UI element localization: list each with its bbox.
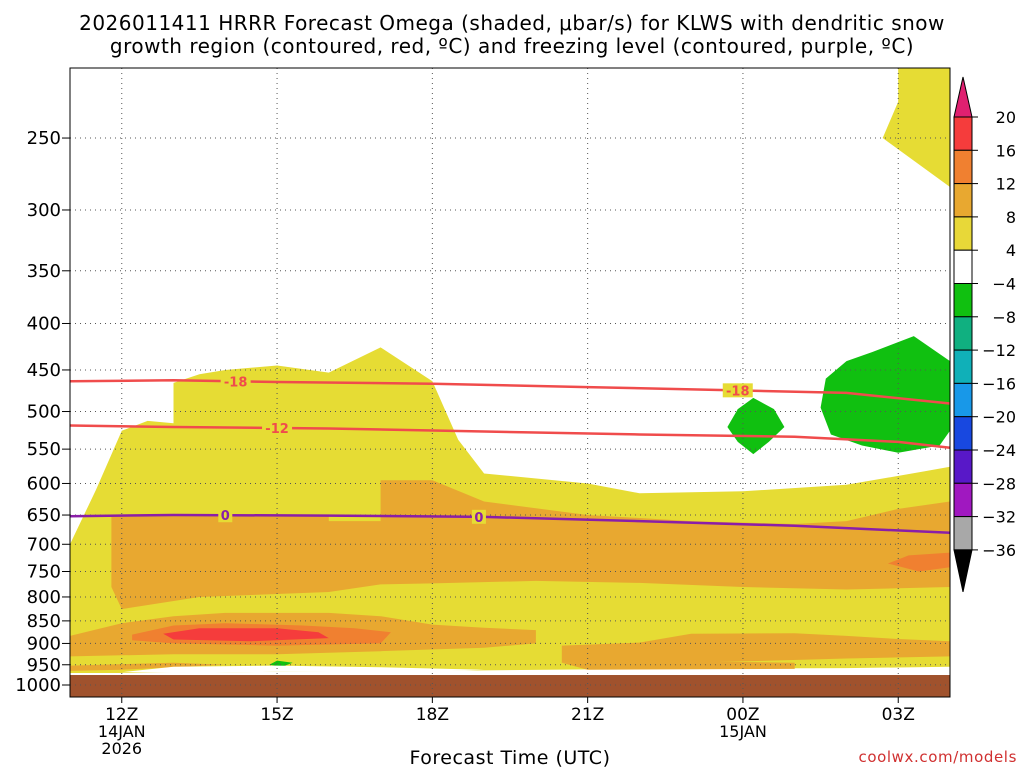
omega-shading	[70, 68, 950, 697]
y-tick-label: 250	[27, 128, 61, 149]
colorbar-swatch	[953, 349, 973, 384]
colorbar-swatch	[953, 116, 973, 151]
ground-band	[70, 675, 950, 697]
dendritic-temperature-contour	[69, 424, 951, 449]
y-axis: 2503003504004505005506006507007508008509…	[15, 128, 70, 696]
colorbar-swatch	[953, 516, 973, 551]
omega-region	[561, 633, 950, 664]
y-tick-label: 500	[27, 402, 61, 423]
y-tick-label: 550	[27, 439, 61, 460]
omega-region	[882, 68, 950, 187]
y-tick-label: 950	[27, 655, 61, 676]
chart-title-line1: 2026011411 HRRR Forecast Omega (shaded, …	[79, 11, 945, 35]
y-tick-label: 300	[27, 200, 61, 221]
y-tick-label: 650	[27, 505, 61, 526]
colorbar-label: 4	[1006, 241, 1016, 260]
colorbar-label: −24	[982, 441, 1016, 460]
colorbar-top-arrow	[953, 76, 973, 118]
colorbar-label: 16	[996, 141, 1016, 160]
colorbar-label: −4	[992, 275, 1016, 294]
x-axis-label: Forecast Time (UTC)	[410, 747, 611, 768]
y-tick-label: 850	[27, 611, 61, 632]
contour-label-background	[262, 421, 293, 436]
y-tick-label: 450	[27, 360, 61, 381]
y-tick-label: 350	[27, 261, 61, 282]
colorbar-bottom-arrow	[953, 549, 973, 593]
colorbar-swatch	[953, 382, 973, 418]
colorbar-swatch	[953, 482, 973, 518]
plot-frame	[69, 67, 951, 698]
near-surface-gap	[121, 665, 485, 673]
colorbar-swatch	[953, 316, 973, 351]
omega-region	[561, 661, 795, 670]
contour-label-background	[722, 383, 753, 398]
colorbar-label: 8	[1006, 208, 1016, 227]
contour-label-background	[220, 374, 251, 389]
y-tick-label: 700	[27, 534, 61, 555]
colorbar-swatch	[953, 449, 973, 484]
colorbar-label: 12	[996, 175, 1016, 194]
colorbar-label: −36	[982, 541, 1016, 560]
colorbar-swatch	[953, 216, 973, 251]
omega-region	[887, 552, 950, 572]
colorbar-label: −28	[982, 474, 1016, 493]
x-tick-label: 03Z	[882, 705, 915, 725]
colorbar-swatch	[953, 249, 973, 284]
colorbar-swatch	[953, 149, 973, 185]
colorbar-label: −20	[982, 408, 1016, 427]
contour-lines: -18 -18 -12 0 0	[69, 374, 951, 535]
contour-label-background	[471, 509, 486, 524]
colorbar-swatch	[953, 283, 973, 318]
contour-label: 0	[221, 509, 230, 524]
colorbar-label: −12	[982, 341, 1016, 360]
omega-region	[70, 662, 226, 671]
y-tick-label: 400	[27, 313, 61, 334]
grid-lines	[70, 68, 950, 697]
y-tick-label: 600	[27, 473, 61, 494]
x-tick-label: 15Z	[260, 705, 293, 725]
contour-label: -18	[224, 375, 248, 390]
y-tick-label: 1000	[15, 675, 61, 696]
x-tick-label: 18Z	[416, 705, 449, 725]
x-tick-label: 21Z	[571, 705, 604, 725]
contour-label-background	[218, 508, 233, 523]
contour-label: 0	[474, 511, 483, 526]
x-tick-label: 00Z	[726, 705, 759, 725]
dendritic-temperature-contour	[69, 379, 951, 405]
colorbar-label: −8	[992, 308, 1016, 327]
plot-area: -18 -18 -12 0 0	[69, 67, 951, 698]
colorbar-swatch	[953, 183, 973, 218]
chart-title-line2: growth region (contoured, red, ºC) and f…	[110, 34, 914, 58]
colorbar-swatch	[953, 416, 973, 451]
x-tick-year-label: 2026	[101, 739, 142, 758]
x-tick-label: 12Z	[105, 705, 138, 725]
colorbar-label: −32	[982, 508, 1016, 527]
contour-label: -12	[265, 422, 289, 437]
colorbar-label: 20	[996, 108, 1016, 127]
contour-label: -18	[726, 384, 750, 399]
x-tick-date-label: 15JAN	[719, 722, 767, 741]
omega-region	[820, 336, 950, 453]
colorbar-label: −16	[982, 374, 1016, 393]
y-tick-label: 750	[27, 561, 61, 582]
x-tick-date-label: 14JAN	[98, 722, 146, 741]
omega-region	[163, 628, 329, 642]
y-tick-label: 800	[27, 587, 61, 608]
source-credit: coolwx.com/models	[859, 748, 1018, 766]
colorbar: 20 16 12 8 4 −4 −8 −12 −16 −20 −24 −28 −32 −36	[953, 76, 1016, 593]
y-tick-label: 900	[27, 633, 61, 654]
